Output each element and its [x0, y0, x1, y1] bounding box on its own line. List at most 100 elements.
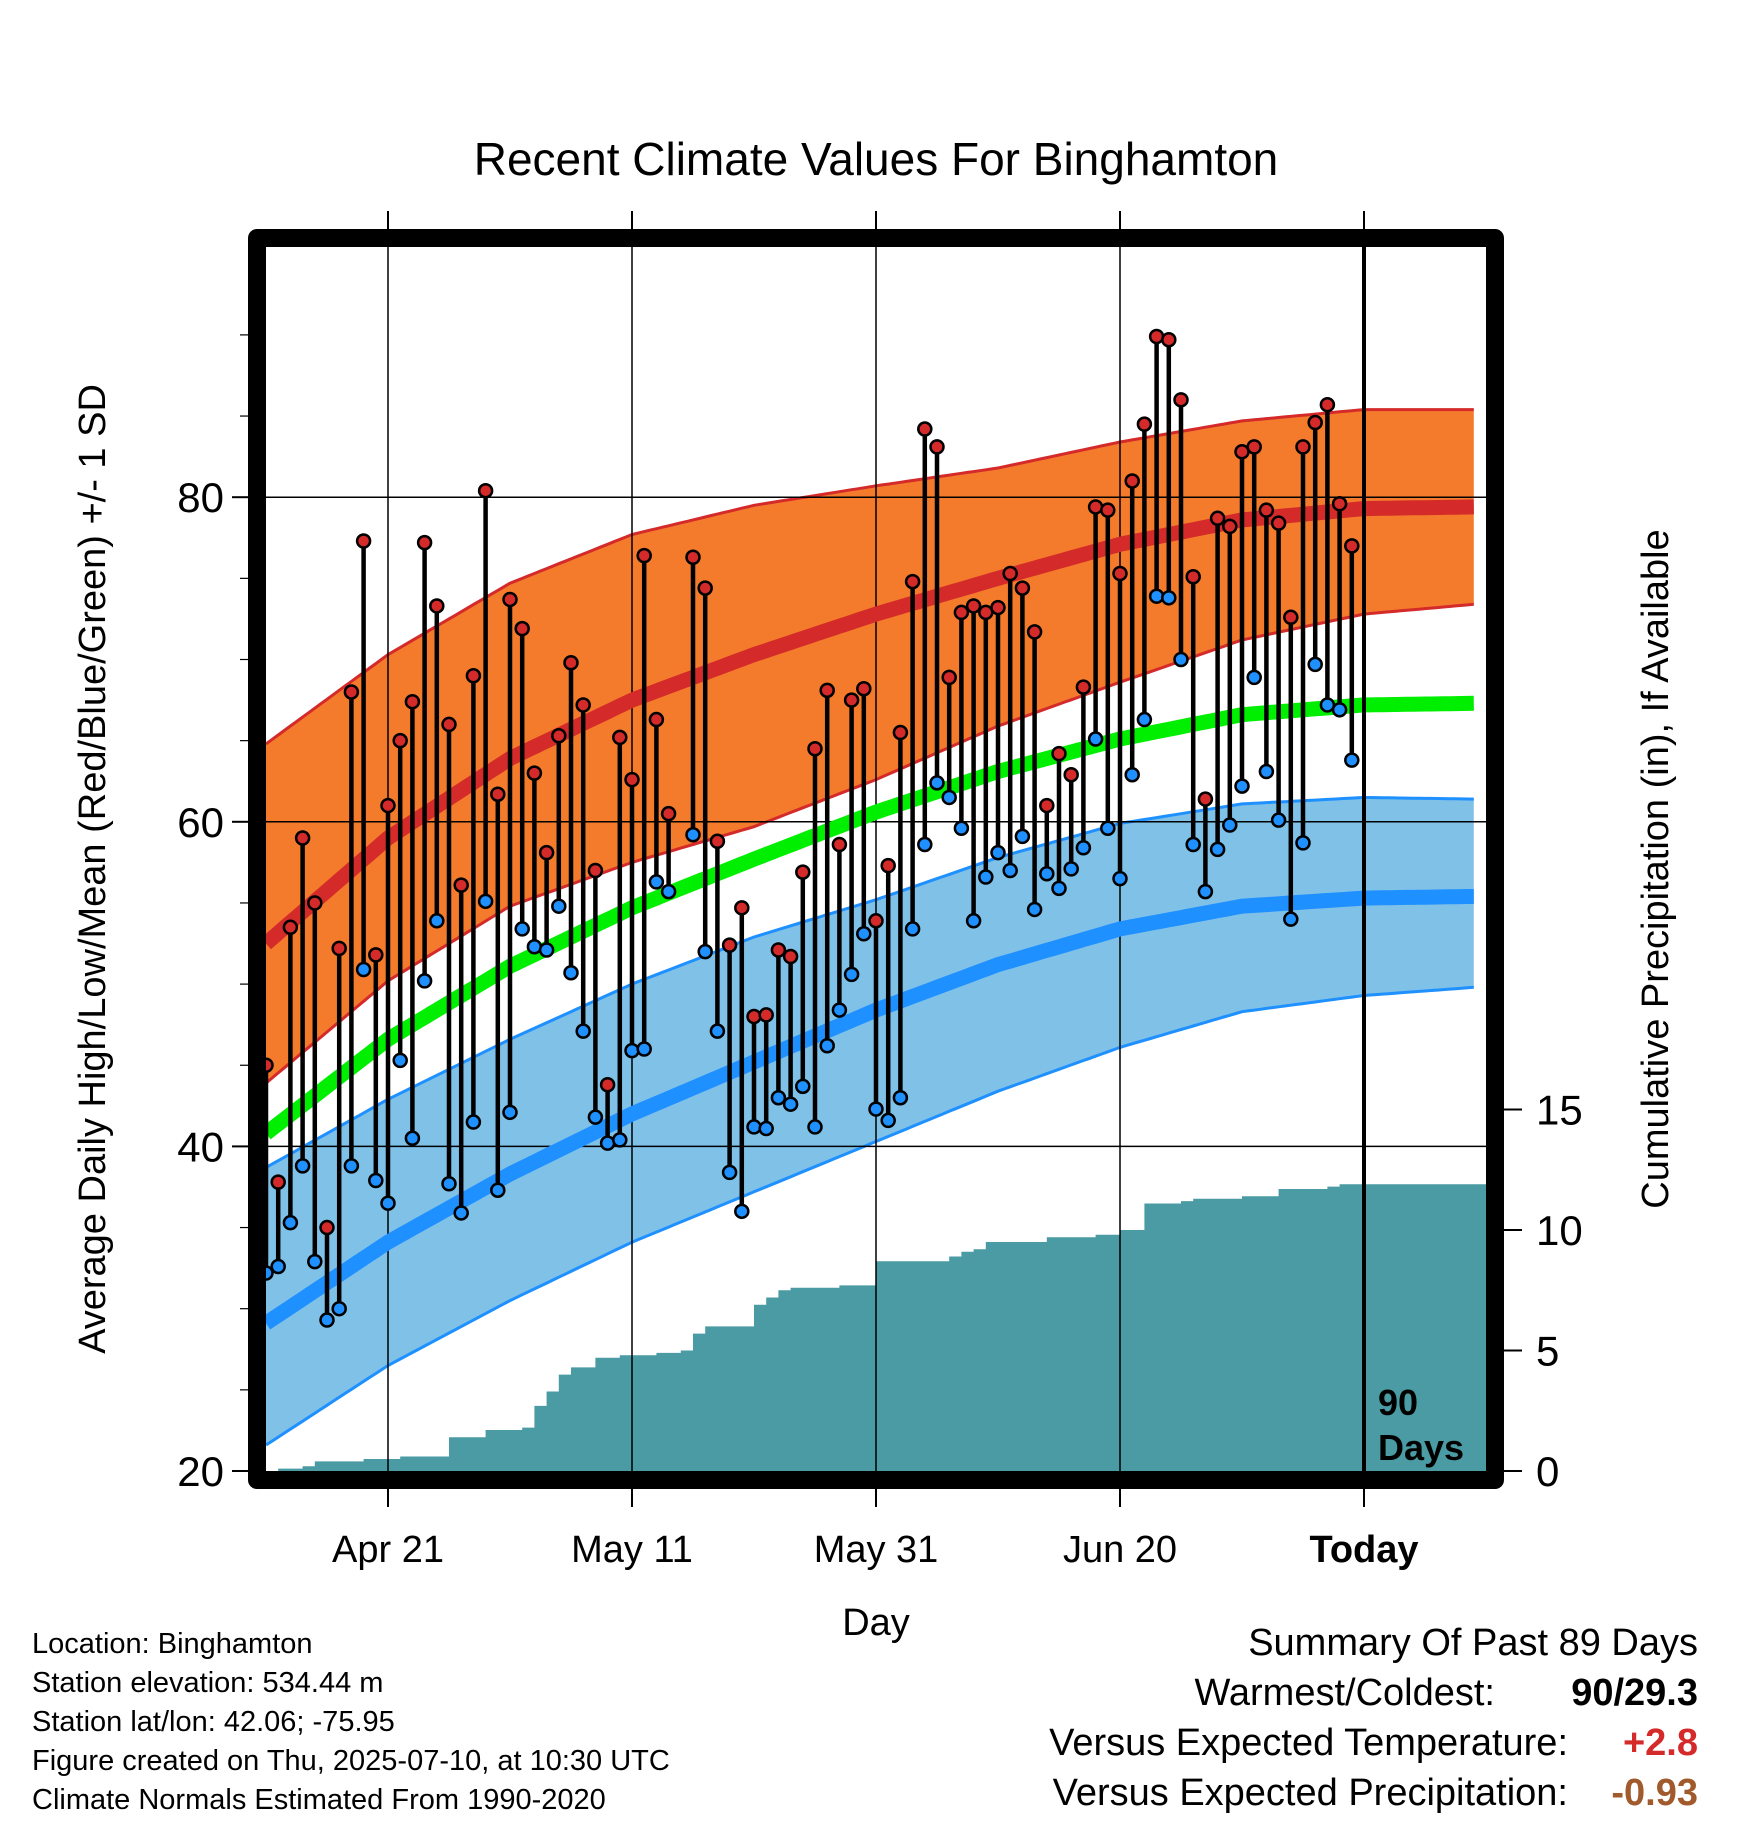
- daily-low-point: [1209, 841, 1226, 858]
- y-tick-label: 40: [177, 1123, 224, 1170]
- daily-low-point: [1136, 711, 1153, 728]
- high-normal-line: [261, 499, 1474, 950]
- daily-high-point: [1148, 328, 1165, 345]
- daily-low-point: [1100, 820, 1116, 837]
- daily-low-point: [404, 1130, 421, 1147]
- daily-low-point: [1112, 870, 1128, 887]
- daily-low-point: [1002, 862, 1018, 879]
- daily-low-point: [1173, 651, 1189, 668]
- daily-low-point: [307, 1253, 323, 1270]
- daily-low-point: [843, 966, 860, 983]
- daily-low-point: [660, 883, 677, 900]
- daily-low-point: [892, 1089, 909, 1106]
- daily-high-point: [392, 732, 408, 749]
- y-axis-label: Average Daily High/Low/Mean (Red/Blue/Gr…: [72, 384, 114, 1354]
- daily-low-point: [734, 1203, 750, 1220]
- daily-high-point: [1087, 499, 1104, 515]
- daily-low-point: [1344, 752, 1360, 768]
- daily-low-point: [648, 874, 665, 890]
- daily-high-point: [685, 549, 701, 566]
- daily-low-point: [795, 1078, 811, 1095]
- daily-high-point: [612, 729, 628, 746]
- daily-high-point: [429, 598, 445, 614]
- daily-low-point: [1039, 865, 1055, 882]
- daily-high-point: [502, 591, 518, 608]
- daily-high-point: [270, 1174, 286, 1190]
- daily-high-point: [1209, 510, 1226, 527]
- y2-tick-label: 15: [1536, 1087, 1583, 1134]
- daily-high-point: [1222, 518, 1238, 535]
- daily-low-point: [1185, 836, 1201, 853]
- summary-precip-value: -0.93: [1611, 1772, 1698, 1814]
- daily-low-point: [1246, 669, 1262, 686]
- daily-high-point: [734, 900, 750, 916]
- daily-high-point: [941, 669, 957, 686]
- daily-low-point: [587, 1109, 604, 1125]
- daily-high-point: [368, 947, 384, 963]
- daily-low-point: [624, 1042, 640, 1059]
- daily-high-point: [1136, 416, 1153, 432]
- daily-low-point: [453, 1205, 469, 1221]
- low-band-upper-edge: [265, 796, 1474, 1169]
- daily-low-point: [1161, 590, 1177, 606]
- normal-lines: [261, 499, 1474, 1330]
- y-tick-label: 80: [177, 474, 224, 521]
- daily-high-point: [355, 533, 372, 549]
- daily-high-point: [843, 692, 860, 708]
- daily-high-point: [282, 919, 299, 936]
- low-band-lower-edge: [265, 985, 1474, 1447]
- daily-low-point: [1222, 817, 1238, 833]
- y2-tick-label: 0: [1536, 1448, 1559, 1495]
- daily-high-point: [1039, 797, 1055, 814]
- daily-high-point: [1246, 439, 1262, 455]
- daily-high-point: [746, 1008, 762, 1025]
- daily-low-point: [270, 1258, 286, 1275]
- daily-high-point: [636, 547, 652, 564]
- axis-labels: Recent Climate Values For Binghamton Day…: [72, 133, 1677, 1644]
- plot-border: [248, 229, 1504, 1489]
- daily-high-point: [1112, 565, 1128, 582]
- daily-low-point: [978, 869, 994, 885]
- info-latlon: Station lat/lon: 42.06; -75.95: [32, 1706, 395, 1738]
- daily-high-point: [1075, 679, 1092, 695]
- daily-high-point: [1014, 580, 1031, 596]
- summary-warm-cold-label: Warmest/Coldest:: [1194, 1672, 1495, 1714]
- x-tick-label: Apr 21: [332, 1529, 444, 1571]
- daily-high-point: [1283, 609, 1299, 626]
- daily-low-point: [941, 789, 957, 806]
- daily-high-point: [709, 833, 726, 850]
- daily-low-point: [1283, 911, 1299, 927]
- daily-low-point: [721, 1164, 738, 1181]
- daily-high-point: [1161, 332, 1177, 348]
- daily-low-point: [514, 921, 530, 937]
- summary-heading: Summary Of Past 89 Days: [1248, 1622, 1698, 1664]
- daily-low-point: [441, 1175, 457, 1192]
- daily-high-point: [319, 1219, 335, 1236]
- info-location: Location: Binghamton: [32, 1628, 313, 1660]
- daily-low-point: [563, 964, 579, 981]
- daily-low-point: [429, 913, 445, 929]
- daily-low-point: [1148, 588, 1165, 604]
- daily-high-point: [831, 836, 848, 853]
- daily-low-point: [490, 1182, 506, 1198]
- daily-high-point: [795, 864, 811, 880]
- daily-high-point: [856, 680, 872, 697]
- daily-low-point: [612, 1132, 628, 1148]
- daily-high-point: [294, 830, 311, 846]
- daily-low-point: [917, 836, 933, 853]
- daily-low-point: [551, 898, 567, 914]
- daily-low-point: [807, 1119, 823, 1135]
- daily-high-point: [563, 654, 579, 671]
- daily-low-point: [282, 1214, 299, 1231]
- daily-low-point: [782, 1096, 799, 1112]
- daily-low-point: [990, 844, 1006, 861]
- daily-high-point: [892, 724, 909, 741]
- today-days-label-line2: Days: [1378, 1427, 1464, 1468]
- daily-high-point: [880, 857, 896, 874]
- daily-low-point: [1087, 731, 1104, 747]
- daily-high-point: [904, 573, 921, 590]
- daily-high-point: [465, 667, 482, 684]
- daily-high-point: [1319, 396, 1336, 413]
- info-normals: Climate Normals Estimated From 1990-2020: [32, 1784, 606, 1816]
